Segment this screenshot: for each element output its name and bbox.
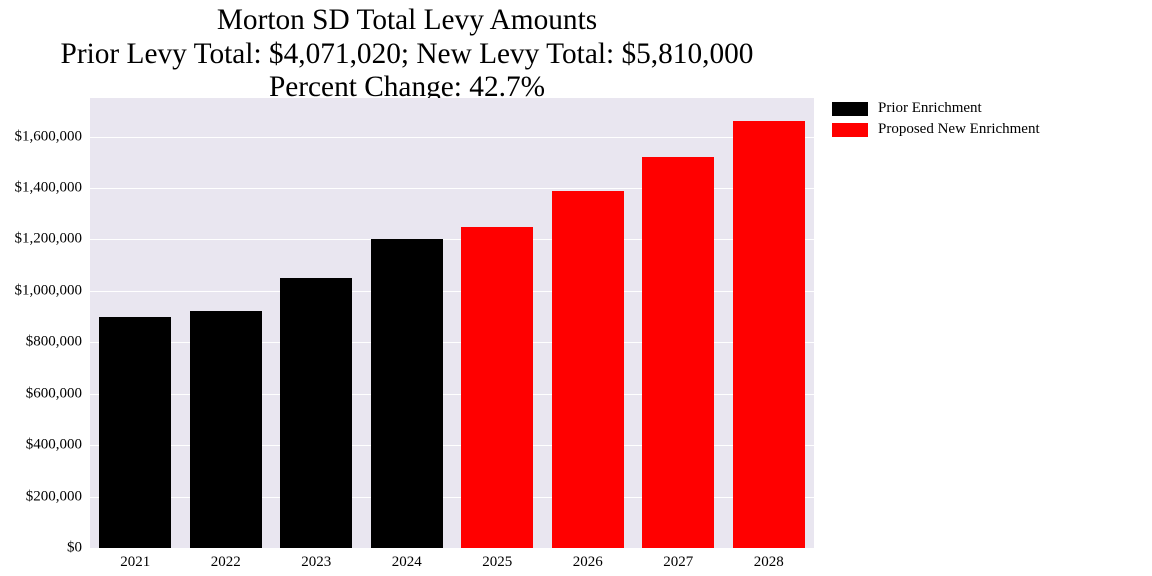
x-tick-label: 2026 [573,548,603,571]
gridline [90,548,814,549]
chart-title: Morton SD Total Levy Amounts Prior Levy … [0,4,814,105]
y-tick-label: $1,600,000 [15,128,91,145]
levy-chart: Morton SD Total Levy Amounts Prior Levy … [0,0,1152,576]
y-tick-label: $200,000 [26,488,90,505]
legend-swatch [832,123,868,137]
bar [461,227,533,548]
legend: Prior Enrichment Proposed New Enrichment [832,100,1040,142]
x-tick-label: 2023 [301,548,331,571]
y-tick-label: $800,000 [26,334,90,351]
legend-item: Proposed New Enrichment [832,121,1040,138]
x-tick-label: 2027 [663,548,693,571]
x-tick-label: 2024 [392,548,422,571]
x-tick-label: 2025 [482,548,512,571]
legend-label: Prior Enrichment [878,100,982,117]
plot-area: $0$200,000$400,000$600,000$800,000$1,000… [90,98,814,548]
legend-item: Prior Enrichment [832,100,1040,117]
y-tick-label: $1,200,000 [15,231,91,248]
bar [99,317,171,548]
bar [642,157,714,548]
bar [733,121,805,548]
y-tick-label: $600,000 [26,385,90,402]
y-tick-label: $400,000 [26,437,90,454]
x-tick-label: 2022 [211,548,241,571]
title-line-1: Morton SD Total Levy Amounts [0,4,814,38]
title-line-2: Prior Levy Total: $4,071,020; New Levy T… [0,38,814,72]
bar [190,311,262,548]
gridline [90,137,814,138]
y-tick-label: $1,400,000 [15,180,91,197]
x-tick-label: 2028 [754,548,784,571]
bar [552,191,624,548]
x-tick-label: 2021 [120,548,150,571]
bar [371,239,443,548]
y-tick-label: $1,000,000 [15,282,91,299]
legend-swatch [832,102,868,116]
legend-label: Proposed New Enrichment [878,121,1040,138]
bar [280,278,352,548]
y-tick-label: $0 [67,540,90,557]
